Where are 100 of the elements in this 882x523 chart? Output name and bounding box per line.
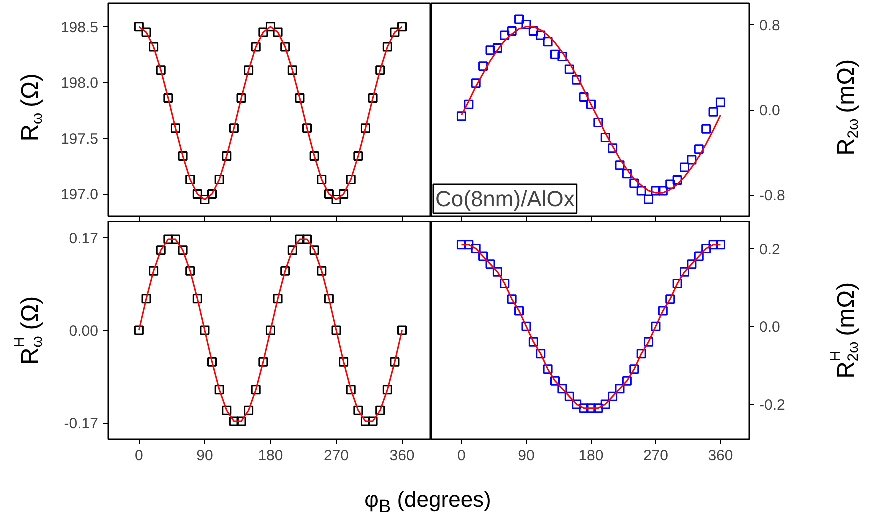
x-tick-label: 0	[458, 448, 466, 464]
point	[324, 294, 334, 304]
point	[608, 392, 618, 402]
point	[317, 266, 327, 276]
point	[288, 66, 298, 76]
y2-axis-title: R2ω (mΩ)	[833, 59, 862, 156]
point	[339, 357, 349, 367]
point	[622, 169, 632, 179]
point	[324, 189, 334, 199]
point	[266, 22, 276, 32]
point	[464, 240, 474, 250]
point	[236, 416, 246, 426]
y-tick-label: 197.5	[60, 130, 99, 148]
point	[536, 349, 546, 359]
point	[142, 294, 152, 304]
point	[564, 392, 574, 402]
point	[170, 124, 180, 134]
point	[564, 64, 574, 74]
point	[644, 337, 654, 347]
point	[360, 416, 370, 426]
point	[680, 267, 690, 277]
point	[208, 357, 218, 367]
point	[376, 66, 386, 76]
point	[716, 240, 726, 250]
point	[708, 107, 718, 117]
point	[339, 189, 349, 199]
point	[478, 62, 488, 72]
y2-tick-label: 0.8	[760, 17, 780, 34]
x-tick-label: 270	[324, 448, 350, 464]
point	[266, 326, 276, 336]
point	[390, 357, 400, 367]
y2-tick-label: -0.2	[760, 396, 786, 414]
point	[666, 180, 676, 190]
x-tick-label: 180	[578, 448, 604, 464]
point	[572, 75, 582, 85]
point	[178, 152, 188, 162]
y-tick-label: -0.17	[64, 416, 99, 433]
point	[522, 20, 532, 30]
point	[500, 279, 510, 289]
x-tick-label: 90	[196, 448, 214, 464]
point	[214, 174, 224, 184]
point	[558, 52, 568, 62]
point	[170, 234, 180, 244]
point	[192, 189, 202, 199]
point	[658, 306, 668, 316]
point	[572, 400, 582, 410]
point	[310, 152, 320, 162]
point	[258, 28, 268, 38]
point	[149, 42, 159, 52]
point	[134, 22, 144, 32]
point	[586, 100, 596, 110]
point	[288, 246, 298, 256]
y2-tick-label: 0.0	[760, 102, 780, 120]
point	[164, 234, 174, 244]
point	[310, 246, 320, 256]
point	[694, 144, 704, 154]
x-tick-label: 90	[518, 448, 535, 464]
point	[317, 174, 327, 184]
point	[164, 94, 174, 104]
point	[600, 132, 610, 142]
point	[622, 376, 632, 386]
point	[630, 178, 640, 188]
point	[156, 246, 166, 256]
point	[222, 152, 232, 162]
point	[244, 66, 254, 76]
y2-tick-label: -0.8	[760, 188, 786, 205]
y-axis-title: Rω (Ω)	[17, 74, 46, 142]
point	[550, 376, 560, 386]
point	[360, 124, 370, 134]
point	[651, 322, 661, 332]
point	[536, 30, 546, 40]
x-tick-label: 360	[708, 448, 734, 464]
point	[586, 404, 596, 414]
point	[651, 186, 661, 196]
point	[354, 406, 364, 416]
y-tick-label: 198.5	[60, 19, 99, 36]
point	[636, 186, 646, 196]
point	[579, 404, 589, 414]
point	[658, 186, 668, 196]
point	[368, 94, 378, 104]
point	[134, 326, 144, 336]
point	[478, 252, 488, 262]
point	[615, 160, 625, 170]
y-tick-label: 0.17	[69, 230, 99, 248]
x-tick-label: 360	[390, 448, 415, 464]
point	[702, 124, 712, 134]
point	[390, 28, 400, 38]
point	[354, 152, 364, 162]
x-axis-title: φ$_{B}$ (degrees)	[364, 486, 492, 518]
point	[273, 28, 283, 38]
point	[528, 337, 538, 347]
point	[251, 385, 261, 395]
point	[687, 155, 697, 165]
point	[214, 385, 224, 395]
point	[222, 406, 232, 416]
point	[200, 195, 210, 205]
point	[543, 37, 553, 47]
y2-axis-title: RH2ω (mΩ)	[828, 282, 862, 379]
y-tick-label: 0.00	[69, 323, 99, 340]
point	[186, 174, 196, 184]
